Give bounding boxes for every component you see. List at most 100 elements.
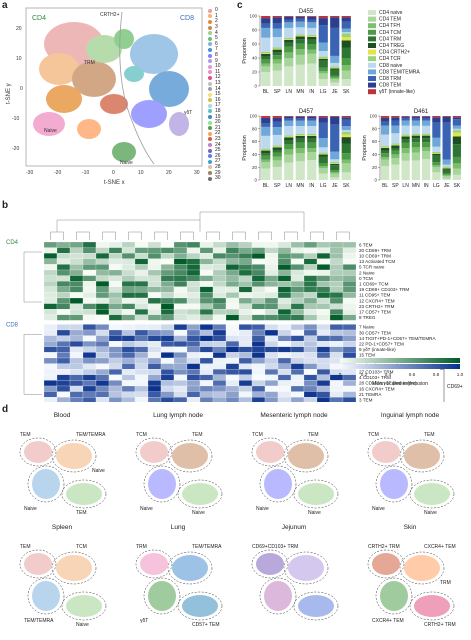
bar-segment-LG-7 xyxy=(318,152,328,154)
heatmap-cell xyxy=(225,385,240,392)
bar-segment-LG-5 xyxy=(318,154,328,157)
heatmap-cell xyxy=(95,374,110,381)
bar-segment-SK-0 xyxy=(341,79,351,86)
bar-segment-SK-2 xyxy=(452,163,461,169)
bar-segment-IN-9 xyxy=(307,22,317,28)
heatmap-cell xyxy=(264,269,279,276)
heatmap-cell xyxy=(147,309,162,315)
heatmap-cell xyxy=(212,346,227,353)
heatmap-cell xyxy=(69,369,84,375)
bar-segment-MN-0 xyxy=(295,64,305,86)
heatmap-cell xyxy=(316,324,331,331)
legend-dot xyxy=(208,92,212,97)
cluster-legend: 0 1 2 3 4 5 6 7 8 9 10 11 12 13 14 15 16 17 18 19 20 21 22 23 24… xyxy=(208,8,236,181)
svg-text:20: 20 xyxy=(166,170,172,176)
bar-segment-JE-4 xyxy=(330,69,340,76)
heatmap-cell xyxy=(95,303,110,310)
legend-label: CD4 TRM xyxy=(379,36,401,42)
heatmap-cell xyxy=(329,380,344,387)
bar-segment-LG-8 xyxy=(432,146,441,152)
bar-segment-LG-6 xyxy=(318,153,328,155)
heatmap-cell xyxy=(173,281,188,287)
x-tick-label: SK xyxy=(343,183,350,189)
row-label-cd8: 28 CD103+ γδT (innate-like) xyxy=(359,381,417,386)
tsne-panel-a: CD4 CD8 CRTH2+ TRM Naive Naive γδT -30 -… xyxy=(4,4,236,200)
bar-segment-JE-9 xyxy=(330,151,340,160)
bar-segment-IN-0 xyxy=(307,63,317,86)
heatmap-cell xyxy=(95,391,110,398)
heatmap-cell xyxy=(277,380,292,387)
bar-segment-LG-9 xyxy=(318,42,328,51)
heatmap-cell xyxy=(225,391,240,398)
legend-dot xyxy=(208,126,212,131)
heatmap-cell xyxy=(134,397,149,403)
bar-segment-LN-12 xyxy=(401,116,410,117)
heatmap-cell xyxy=(342,275,357,282)
bar-segment-MN-8 xyxy=(295,126,305,134)
bar-segment-SP-3 xyxy=(391,150,400,155)
column-dendrogram xyxy=(50,211,350,240)
heatmap-cell xyxy=(264,329,279,336)
heatmap-cell xyxy=(329,258,344,265)
legend-label: CD8 TEM/TEMRA xyxy=(379,69,420,75)
heatmap-cell xyxy=(173,258,188,265)
bar-segment-LG-0 xyxy=(318,173,328,180)
bar-segment-LN-0 xyxy=(284,162,294,180)
heatmap-cell xyxy=(43,314,58,321)
legend-dot xyxy=(208,19,212,24)
cluster-annotation: CXCR4+ TEM xyxy=(372,618,404,624)
bar-segment-MN-2 xyxy=(295,49,305,55)
heatmap-cell xyxy=(134,286,149,293)
bar-segment-SK-8 xyxy=(341,130,351,132)
bar-segment-JE-2 xyxy=(330,172,340,174)
legend-dot xyxy=(208,143,212,148)
heatmap-cell xyxy=(238,314,253,321)
bar-segment-MN-12 xyxy=(295,16,305,17)
heatmap-cell xyxy=(82,346,97,353)
heatmap-cell xyxy=(69,391,84,398)
row-label-cd4: 20 CD69+ TRM xyxy=(359,248,391,253)
heatmap-cell xyxy=(56,357,71,364)
heatmap-cell xyxy=(329,309,344,315)
legend-dot xyxy=(208,137,212,142)
heatmap-cell xyxy=(225,297,240,304)
heatmap-cell xyxy=(303,247,318,254)
heatmap-cell xyxy=(134,281,149,287)
legend-item-cluster-16: 16 xyxy=(208,97,236,104)
heatmap-cell xyxy=(264,369,279,375)
heatmap-cell xyxy=(251,258,266,265)
cluster-annotation: TEM xyxy=(308,432,319,438)
legend-dot xyxy=(208,87,212,92)
heatmap-cell xyxy=(199,363,214,370)
heatmap-cell xyxy=(342,391,357,398)
heatmap-cell xyxy=(173,247,188,254)
bar-segment-IN-10 xyxy=(422,117,431,121)
row-label-cd4: 19 CD69+ CD103+ TRM xyxy=(359,287,409,292)
legend-item-cluster-18: 18 xyxy=(208,108,236,115)
heatmap-cell xyxy=(69,281,84,287)
legend-dot xyxy=(208,148,212,153)
heatmap-cell xyxy=(199,253,214,259)
panel-label-d: d xyxy=(2,404,9,415)
heatmap-cell xyxy=(225,241,240,248)
tissue-tsne-plot: TCM TEM Naive Naive xyxy=(367,432,455,516)
bar-segment-IN-8 xyxy=(307,27,317,35)
cluster-annotation: Naive xyxy=(24,506,37,512)
heatmap-cell xyxy=(290,329,305,336)
legend-item-cluster-17: 17 xyxy=(208,103,236,109)
heatmap-cell xyxy=(108,369,123,375)
heatmap-cell xyxy=(212,314,227,321)
bar-segment-MN-6 xyxy=(295,135,305,136)
bar-segment-LG-8 xyxy=(318,147,328,153)
heatmap-cell xyxy=(173,286,188,293)
heatmap-cell xyxy=(95,269,110,276)
cluster-blob xyxy=(298,595,334,617)
heatmap-cell xyxy=(342,335,357,342)
svg-text:20: 20 xyxy=(16,26,22,32)
bar-segment-JE-11 xyxy=(330,17,340,28)
bar-segment-LG-11 xyxy=(318,117,328,123)
bar-segment-LG-12 xyxy=(318,116,328,118)
legend-label: 3 xyxy=(215,24,218,31)
heatmap-cell xyxy=(316,335,331,342)
heatmap-cell xyxy=(82,286,97,293)
